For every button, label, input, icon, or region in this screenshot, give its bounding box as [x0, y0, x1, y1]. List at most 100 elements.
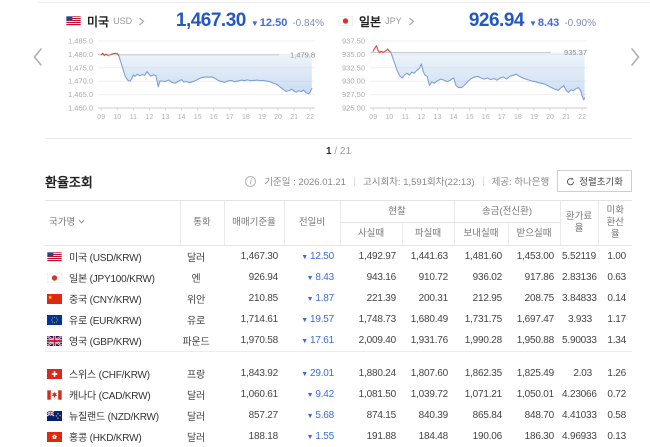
- svg-text:14: 14: [450, 114, 458, 121]
- country-name-cell[interactable]: 중국 (CNY/KRW): [45, 288, 180, 309]
- base-date: 기준일 : 2026.01.21: [264, 177, 346, 188]
- currency-cell: 달러: [187, 433, 205, 445]
- fee-rate-cell: 2.83136: [562, 271, 597, 283]
- change-value: 8.43: [315, 271, 334, 283]
- change-value: 5.68: [315, 410, 334, 422]
- svg-text:930.00: 930.00: [342, 77, 365, 86]
- currency-code: JPY: [385, 16, 402, 26]
- wire-receive-cell: 208.75: [524, 292, 555, 304]
- cash-buy-cell: 1,081.50: [358, 389, 397, 401]
- usd-conversion-cell: 0.58: [607, 410, 627, 422]
- cash-buy-cell: 2,009.40: [358, 334, 397, 346]
- wire-send-cell: 865.84: [472, 410, 503, 422]
- jpy-quote: 926.94 ▼8.43 -0.90%: [469, 10, 596, 32]
- chevron-left-icon: [32, 47, 42, 66]
- svg-text:09: 09: [97, 114, 105, 121]
- wire-receive-cell: 1,697.47: [516, 313, 555, 325]
- cash-buy-cell: 191.88: [366, 431, 397, 443]
- refresh-icon: [567, 177, 575, 185]
- chart-pagination: 1 / 21: [45, 138, 632, 166]
- usd-conversion-cell: 1.34: [607, 334, 627, 346]
- carousel-prev-button[interactable]: [26, 47, 48, 70]
- info-icon[interactable]: i: [245, 175, 257, 187]
- currency-code: USD: [113, 16, 133, 26]
- svg-text:927.50: 927.50: [342, 90, 365, 99]
- pagination-total: 21: [339, 146, 352, 157]
- cash-sell-cell: 1,680.49: [410, 313, 449, 325]
- chevron-right-icon: [630, 47, 640, 66]
- country-name-cell[interactable]: 영국 (GBP/KRW): [45, 330, 180, 352]
- country-name-cell[interactable]: 캐나다 (CAD/KRW): [45, 384, 180, 405]
- column-header-base-rate: 매매기준율: [223, 200, 284, 246]
- svg-text:21: 21: [290, 114, 298, 121]
- svg-text:21: 21: [562, 114, 570, 121]
- change-value: 1.55: [315, 431, 334, 443]
- svg-text:15: 15: [466, 114, 474, 121]
- rates-section-header: 환율조회 i 기준일 : 2026.01.21 고시회차: 1,591회차(22…: [45, 170, 632, 192]
- table-row: 홍콩 (HKD/KRW) 달러 188.18 ▼ 1.55 191.88 184.48 190…: [45, 426, 632, 447]
- price-change: ▼8.43: [529, 17, 559, 29]
- currency-cell: 파운드: [182, 336, 210, 348]
- base-rate-cell: 1,467.30: [240, 250, 279, 262]
- down-arrow-icon: ▼: [306, 392, 314, 400]
- down-arrow-icon: ▼: [301, 253, 308, 261]
- down-arrow-icon: ▼: [301, 337, 308, 345]
- table-row: 뉴질랜드 (NZD/KRW) 달러 857.27 ▼ 5.68 874.15 840.39 8…: [45, 405, 632, 426]
- svg-text:12: 12: [418, 114, 426, 121]
- wire-receive-cell: 186.30: [524, 431, 555, 443]
- svg-text:925.00: 925.00: [342, 104, 365, 113]
- notice-round: 고시회차: 1,591회차(22:13): [362, 177, 475, 188]
- jpy-pair-link[interactable]: 일본 JPY: [338, 13, 415, 30]
- cash-sell-cell: 184.48: [418, 431, 449, 443]
- exchange-rate-section: 환율조회 i 기준일 : 2026.01.21 고시회차: 1,591회차(22…: [45, 170, 633, 447]
- price-change: ▼12.50: [251, 17, 287, 29]
- change-value: 19.57: [309, 313, 334, 325]
- cash-sell-cell: 910.72: [418, 271, 449, 283]
- cash-buy-cell: 943.16: [366, 271, 397, 283]
- us-flag-icon: [47, 251, 62, 262]
- svg-text:17: 17: [226, 114, 234, 121]
- reset-sort-button[interactable]: 정렬초기화: [557, 170, 632, 192]
- svg-text:13: 13: [162, 114, 170, 121]
- country-name-cell[interactable]: 홍콩 (HKD/KRW): [45, 426, 180, 447]
- column-header-wire-send: 보내실때: [453, 222, 509, 246]
- down-arrow-icon: ▼: [306, 434, 314, 442]
- country-name-cell[interactable]: 일본 (JPY100/KRW): [45, 267, 180, 288]
- base-rate-cell: 188.18: [248, 431, 279, 443]
- usd-conversion-cell: 1.00: [607, 250, 627, 262]
- usd-pair-link[interactable]: 미국 USD: [66, 13, 145, 30]
- column-header-wire-receive: 받으실때: [507, 222, 561, 246]
- country-name-cell[interactable]: 뉴질랜드 (NZD/KRW): [45, 405, 180, 426]
- table-row: 영국 (GBP/KRW) 파운드 1,970.58 ▼ 17.61 2,009.40 1,9…: [45, 330, 632, 352]
- change-value: 12.50: [309, 250, 334, 262]
- column-header-country[interactable]: 국가명: [45, 200, 180, 246]
- svg-text:935.00: 935.00: [342, 50, 365, 59]
- wire-receive-cell: 917.86: [524, 271, 555, 283]
- wire-send-cell: 1,481.60: [464, 250, 503, 262]
- table-row: 유로 (EUR/KRW) 유로 1,714.61 ▼ 19.57 1,748.73 1,68…: [45, 309, 632, 330]
- fee-rate-cell: 3.933: [567, 313, 593, 325]
- column-header-cash-buy: 사실때: [339, 222, 402, 246]
- wire-send-cell: 1,990.28: [464, 334, 503, 346]
- table-row: 일본 (JPY100/KRW) 엔 926.94 ▼ 8.43 943.16 910.72 9…: [45, 267, 632, 288]
- price-change-percent: -0.84%: [292, 18, 324, 29]
- svg-text:10: 10: [385, 114, 393, 121]
- country-name-cell[interactable]: 유로 (EUR/KRW): [45, 309, 180, 330]
- svg-text:13: 13: [434, 114, 442, 121]
- chart-panels: 미국 USD 1,467.30 ▼12.50 -0.84% 1,485.0 1,4…: [58, 10, 624, 128]
- svg-text:15: 15: [194, 114, 202, 121]
- base-rate-cell: 1,714.61: [240, 313, 279, 325]
- country-name-cell[interactable]: 스위스 (CHF/KRW): [45, 363, 180, 384]
- jpy-chart-panel: 일본 JPY 926.94 ▼8.43 -0.90% 937.50 935.00 9…: [330, 10, 602, 128]
- down-arrow-icon: ▼: [250, 19, 259, 28]
- currency-cell: 프랑: [187, 370, 205, 382]
- carousel-next-button[interactable]: [624, 47, 646, 70]
- currency-cell: 유로: [187, 315, 205, 327]
- svg-text:1,470.0: 1,470.0: [68, 77, 93, 86]
- ch-flag-icon: [47, 369, 62, 380]
- current-price: 1,467.30: [175, 10, 246, 31]
- country-name-cell[interactable]: 미국 (USD/KRW): [45, 245, 180, 267]
- cash-sell-cell: 1,807.60: [410, 368, 449, 380]
- wire-receive-cell: 1,825.49: [516, 368, 555, 380]
- wire-send-cell: 1,862.35: [464, 368, 503, 380]
